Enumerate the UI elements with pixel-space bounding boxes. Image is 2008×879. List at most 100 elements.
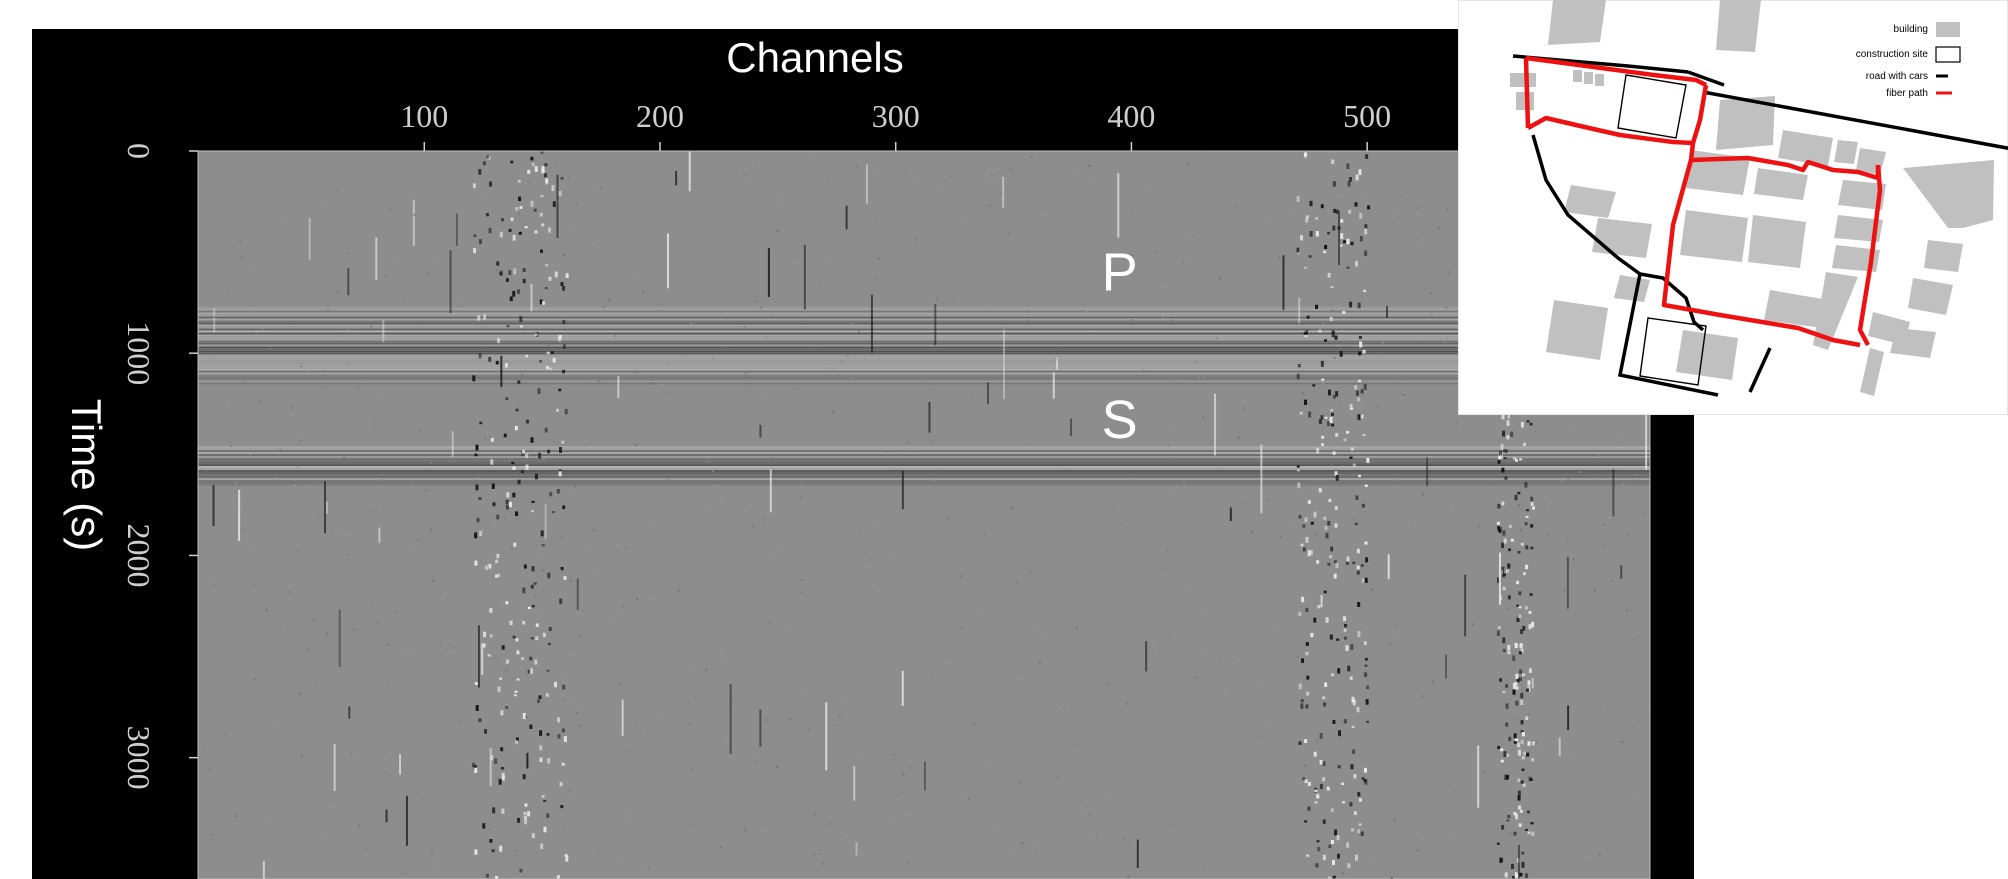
grain-speck	[239, 503, 242, 506]
y-axis-label: Time (s)	[63, 399, 110, 551]
noise-speck	[1360, 831, 1364, 836]
noise-speck	[1330, 409, 1334, 412]
noise-speck	[1328, 498, 1332, 503]
grain-speck	[709, 506, 712, 509]
noise-speck	[1525, 716, 1529, 720]
grain-speck	[578, 724, 581, 727]
noise-speck	[1343, 628, 1347, 632]
grain-speck	[307, 648, 310, 651]
grain-speck	[240, 529, 243, 532]
legend-label-construction-site: construction site	[1856, 49, 1929, 60]
noise-speck	[1525, 515, 1529, 518]
grain-speck	[417, 802, 420, 805]
noise-speck	[1335, 391, 1339, 397]
trace-segment	[1069, 418, 1072, 436]
noise-speck	[1530, 496, 1534, 501]
noise-speck	[1321, 378, 1325, 381]
event-streak	[198, 360, 1650, 363]
noise-speck	[1517, 778, 1521, 782]
noise-speck	[1297, 364, 1301, 368]
grain-speck	[1412, 630, 1415, 633]
grain-speck	[294, 522, 297, 525]
event-streak	[198, 326, 1650, 329]
noise-speck	[1354, 854, 1358, 861]
noise-speck	[1518, 606, 1522, 609]
grain-speck	[627, 494, 630, 497]
trace-segment	[477, 625, 480, 688]
grain-speck	[1218, 464, 1221, 467]
grain-speck	[462, 185, 465, 188]
noise-speck	[546, 813, 550, 818]
noise-speck	[564, 854, 568, 857]
grain-speck	[932, 674, 935, 677]
noise-speck	[531, 833, 535, 839]
grain-speck	[692, 275, 695, 278]
grain-speck	[1187, 587, 1190, 590]
grain-speck	[878, 584, 881, 587]
grain-speck	[1393, 818, 1396, 821]
noise-speck	[520, 470, 524, 474]
noise-speck	[1502, 530, 1506, 536]
noise-speck	[1364, 577, 1368, 583]
grain-speck	[1167, 424, 1170, 427]
event-streak	[198, 370, 1650, 373]
trace-segment	[1337, 211, 1340, 266]
event-streak	[198, 358, 1650, 361]
grain-speck	[410, 481, 413, 484]
grain-speck	[430, 528, 433, 531]
noise-speck	[478, 718, 482, 723]
noise-speck	[1362, 434, 1366, 437]
noise-speck	[1334, 829, 1338, 836]
grain-speck	[1643, 512, 1646, 515]
grain-speck	[1120, 522, 1123, 525]
grain-speck	[1032, 325, 1035, 328]
noise-speck	[1298, 741, 1302, 745]
grain-speck	[759, 306, 762, 309]
grain-speck	[1250, 531, 1253, 534]
grain-speck	[983, 532, 986, 535]
grain-speck	[1112, 727, 1115, 730]
x-axis-label: Channels	[726, 34, 903, 81]
noise-speck	[1496, 525, 1500, 530]
noise-speck	[1315, 863, 1319, 868]
grain-speck	[1034, 851, 1037, 854]
grain-speck	[1180, 193, 1183, 196]
grain-speck	[1632, 572, 1635, 575]
grain-speck	[574, 485, 577, 488]
grain-speck	[1203, 649, 1206, 652]
grain-speck	[1185, 813, 1188, 816]
noise-speck	[519, 206, 523, 209]
grain-speck	[777, 494, 780, 497]
grain-speck	[997, 513, 1000, 516]
grain-speck	[1353, 596, 1356, 599]
grain-speck	[1155, 243, 1158, 246]
grain-speck	[452, 402, 455, 405]
noise-speck	[556, 717, 560, 723]
noise-speck	[541, 168, 545, 174]
grain-speck	[592, 242, 595, 245]
noise-speck	[1366, 685, 1370, 690]
noise-speck	[1356, 548, 1360, 554]
noise-speck	[540, 843, 544, 850]
grain-speck	[403, 301, 406, 304]
noise-speck	[1510, 431, 1514, 437]
grain-speck	[1133, 612, 1136, 615]
grain-speck	[670, 661, 673, 664]
noise-speck	[1324, 416, 1328, 419]
noise-speck	[1345, 645, 1349, 651]
grain-speck	[642, 291, 645, 294]
noise-speck	[519, 316, 523, 322]
noise-speck	[1501, 467, 1505, 473]
noise-speck	[1324, 682, 1328, 687]
noise-speck	[531, 604, 535, 608]
noise-speck	[560, 282, 564, 287]
noise-speck	[514, 690, 518, 693]
noise-speck	[1297, 482, 1301, 489]
grain-speck	[1172, 458, 1175, 461]
grain-speck	[737, 488, 740, 491]
noise-speck	[1344, 623, 1348, 628]
noise-speck	[1526, 509, 1530, 512]
grain-speck	[771, 396, 774, 399]
noise-speck	[522, 774, 526, 780]
grain-speck	[850, 725, 853, 728]
